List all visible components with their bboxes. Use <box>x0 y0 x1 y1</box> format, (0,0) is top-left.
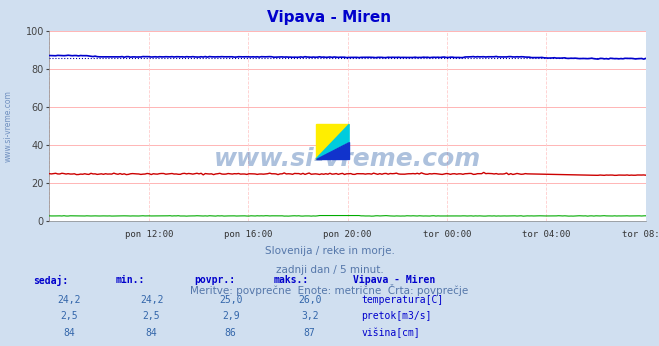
Polygon shape <box>316 125 349 158</box>
Text: tor 08:00: tor 08:00 <box>621 230 659 239</box>
Text: sedaj:: sedaj: <box>33 275 68 286</box>
Text: 26,0: 26,0 <box>298 295 322 305</box>
Text: 24,2: 24,2 <box>140 295 163 305</box>
Text: 3,2: 3,2 <box>301 311 318 321</box>
Text: pon 12:00: pon 12:00 <box>125 230 173 239</box>
Text: povpr.:: povpr.: <box>194 275 235 285</box>
Text: 2,9: 2,9 <box>222 311 239 321</box>
Text: 2,5: 2,5 <box>61 311 78 321</box>
Text: Vipava - Miren: Vipava - Miren <box>268 10 391 25</box>
Text: zadnji dan / 5 minut.: zadnji dan / 5 minut. <box>275 265 384 275</box>
Text: 2,5: 2,5 <box>143 311 160 321</box>
Text: tor 04:00: tor 04:00 <box>522 230 571 239</box>
Text: min.:: min.: <box>115 275 145 285</box>
Text: pon 16:00: pon 16:00 <box>224 230 272 239</box>
Text: tor 00:00: tor 00:00 <box>423 230 471 239</box>
Text: 24,2: 24,2 <box>57 295 81 305</box>
Text: Slovenija / reke in morje.: Slovenija / reke in morje. <box>264 246 395 256</box>
Text: 84: 84 <box>63 328 75 338</box>
Text: Meritve: povprečne  Enote: metrične  Črta: povprečje: Meritve: povprečne Enote: metrične Črta:… <box>190 284 469 296</box>
Text: 86: 86 <box>225 328 237 338</box>
Text: temperatura[C]: temperatura[C] <box>361 295 444 305</box>
Polygon shape <box>316 125 349 158</box>
Text: www.si-vreme.com: www.si-vreme.com <box>3 90 13 162</box>
Text: www.si-vreme.com: www.si-vreme.com <box>214 147 481 171</box>
Text: 25,0: 25,0 <box>219 295 243 305</box>
Text: 84: 84 <box>146 328 158 338</box>
Text: Vipava - Miren: Vipava - Miren <box>353 275 435 285</box>
Text: maks.:: maks.: <box>273 275 308 285</box>
Text: pon 20:00: pon 20:00 <box>324 230 372 239</box>
Text: pretok[m3/s]: pretok[m3/s] <box>361 311 432 321</box>
Text: višina[cm]: višina[cm] <box>361 328 420 338</box>
Text: 87: 87 <box>304 328 316 338</box>
Polygon shape <box>316 142 349 158</box>
